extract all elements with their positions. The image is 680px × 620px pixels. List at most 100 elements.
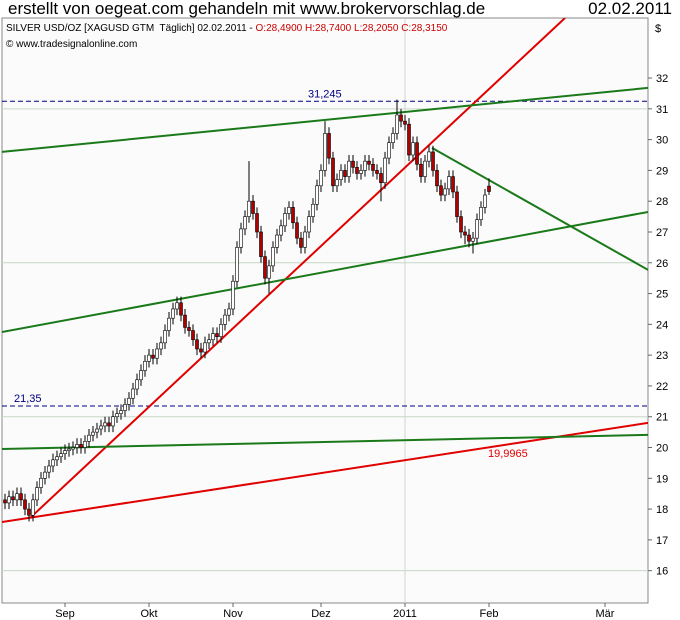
source: © www.tradesignalonline.com: [6, 39, 138, 50]
x-tick-label: Feb: [480, 608, 499, 620]
candle-body: [351, 160, 355, 168]
candle-body: [127, 397, 131, 405]
candle-body: [43, 471, 47, 479]
candle-body: [443, 188, 447, 196]
candle-body: [83, 441, 87, 448]
candle-body: [423, 160, 427, 177]
candle-body: [291, 207, 295, 224]
candle-body: [235, 247, 239, 282]
candle-body: [399, 114, 403, 122]
candle-body: [391, 133, 395, 143]
candle-body: [19, 493, 23, 501]
candle-body: [299, 237, 303, 248]
chart-date: 02.02.2011: [588, 0, 672, 18]
candle-body: [239, 228, 243, 248]
level-label: 31,245: [308, 88, 342, 100]
plot-area: [1, 17, 649, 604]
candle-body: [215, 333, 219, 337]
candle-body: [59, 453, 63, 458]
candle-body: [7, 496, 11, 504]
candle-body: [303, 231, 307, 248]
candle-body: [335, 179, 339, 187]
candle-body: [155, 348, 159, 359]
candle-body: [427, 151, 431, 162]
candle-body: [327, 133, 331, 159]
candle-body: [451, 176, 455, 193]
candle-body: [415, 142, 419, 165]
trendline: [2, 433, 648, 451]
candle-body: [223, 314, 227, 325]
candle-body: [267, 265, 271, 279]
candle-body: [71, 447, 75, 450]
candle-body: [263, 256, 267, 279]
candle-body: [479, 207, 483, 220]
candle-body: [259, 231, 263, 257]
candle-body: [159, 342, 163, 350]
candle-body: [147, 354, 151, 362]
candle-body: [379, 173, 383, 184]
candle-body: [471, 237, 475, 242]
candle-body: [87, 434, 91, 442]
y-tick-label: 21: [656, 412, 668, 424]
candle-body: [15, 493, 19, 501]
candle-body: [435, 170, 439, 187]
trendline: [2, 421, 648, 524]
y-tick-label: 18: [656, 504, 668, 516]
y-tick-label: 19: [656, 473, 668, 485]
candle-body: [63, 450, 67, 454]
trendline: [29, 18, 566, 519]
candle-body: [411, 142, 415, 156]
y-tick-label: 26: [656, 258, 668, 270]
candle-body: [359, 170, 363, 174]
candle-body: [47, 465, 51, 473]
candle-body: [419, 163, 423, 177]
candle-body: [251, 200, 255, 214]
candle-body: [383, 157, 387, 184]
x-tick-label: Mär: [596, 608, 615, 620]
candle-body: [95, 428, 99, 433]
candle-body: [179, 302, 183, 316]
y-tick-label: 20: [656, 443, 668, 455]
candle-body: [55, 456, 59, 461]
candle-body: [23, 499, 27, 510]
y-tick-label: 30: [656, 135, 668, 147]
candle-body: [51, 459, 55, 467]
level-label: 21,35: [14, 393, 42, 405]
x-tick-label: Nov: [223, 608, 243, 620]
y-tick-label: 22: [656, 381, 668, 393]
candle-body: [183, 314, 187, 328]
y-tick-label: 24: [656, 319, 668, 331]
candle-body: [475, 219, 479, 239]
candle-body: [467, 234, 471, 242]
candle-body: [187, 327, 191, 331]
candle-body: [27, 508, 31, 516]
candle-body: [131, 388, 135, 399]
candle-body: [39, 478, 43, 488]
candle-body: [279, 225, 283, 236]
candle-body: [167, 317, 171, 331]
candle-body: [255, 213, 259, 233]
candle-body: [143, 361, 147, 371]
candle-body: [487, 185, 491, 192]
candle-body: [191, 330, 195, 341]
candle-body: [387, 142, 391, 159]
candle-body: [483, 194, 487, 208]
candle-body: [103, 422, 107, 427]
candle-body: [347, 160, 351, 177]
candle-body: [367, 160, 371, 165]
instrument-line: SILVER USD/OZ [XAGUSD GTM Täglich] 02.02…: [6, 23, 447, 34]
candle-body: [339, 170, 343, 180]
candle-body: [199, 348, 203, 353]
candle-body: [3, 499, 7, 504]
candle-body: [459, 216, 463, 233]
candle-body: [363, 160, 367, 171]
y-tick-label: 32: [656, 73, 668, 85]
candle-body: [119, 410, 123, 414]
candle-body: [207, 339, 211, 344]
candle-body: [247, 200, 251, 217]
candle-body: [99, 425, 103, 430]
y-tick-label: 27: [656, 227, 668, 239]
y-tick-label: 16: [656, 566, 668, 578]
